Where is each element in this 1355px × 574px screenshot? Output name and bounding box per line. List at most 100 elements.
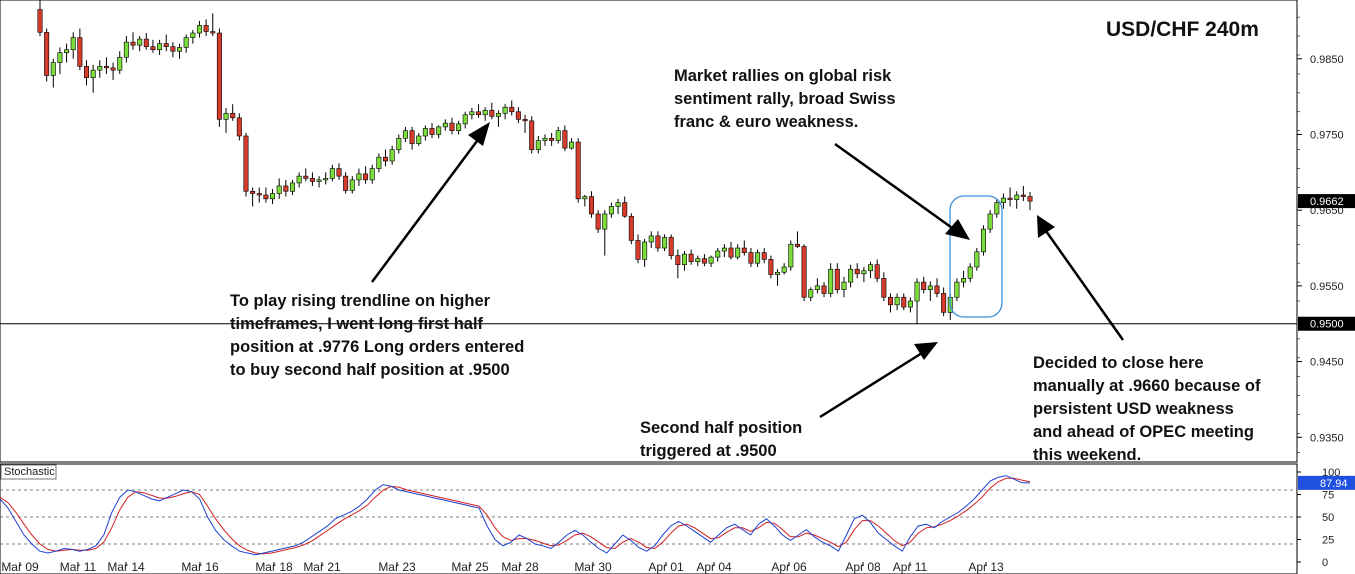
- date-tick-label: Apr 01: [648, 560, 684, 574]
- candle-body: [1000, 197, 1006, 203]
- candle-body: [223, 112, 229, 120]
- candle-body: [316, 179, 322, 182]
- arrow-rally-head: [945, 219, 970, 240]
- candle-body: [588, 196, 594, 215]
- candle-body: [954, 281, 960, 298]
- candle-body: [409, 130, 415, 144]
- date-tick-label: Apr 08: [845, 560, 881, 574]
- arrow-close-head: [1037, 215, 1055, 238]
- stochastic-tick-label: 0: [1322, 557, 1328, 569]
- candle-body: [874, 264, 880, 279]
- candle-body: [323, 178, 329, 181]
- candle-body: [901, 296, 907, 308]
- candle-body: [535, 140, 541, 150]
- candle-body: [974, 251, 980, 268]
- date-tick-label: Apr 13: [968, 560, 1004, 574]
- candle-body: [708, 256, 714, 264]
- candle-body: [781, 266, 787, 273]
- candle-body: [549, 137, 555, 141]
- candle-body: [462, 114, 468, 125]
- stochastic-value-label: 87.94: [1320, 478, 1348, 490]
- candle-body: [84, 66, 90, 79]
- candle-body: [914, 281, 920, 302]
- candle-body: [489, 109, 495, 117]
- candle-body: [110, 67, 116, 71]
- date-tick-label: Mar 16: [181, 560, 219, 574]
- candle-body: [861, 270, 867, 275]
- date-tick-label: Apr 06: [771, 560, 807, 574]
- candle-body: [117, 56, 123, 71]
- candle-body: [449, 122, 455, 131]
- stochastic-d-line: [0, 477, 1031, 555]
- candle-body: [163, 43, 169, 47]
- candle-body: [442, 122, 448, 128]
- candle-body: [216, 32, 222, 120]
- chart-title: USD/CHF 240m: [1106, 18, 1259, 41]
- date-tick-label: Mar 23: [378, 560, 416, 574]
- candle-body: [868, 264, 874, 272]
- price-tick-label: 0.9550: [1310, 281, 1344, 293]
- candle-body: [735, 247, 741, 258]
- candle-body: [994, 202, 1000, 215]
- candle-body: [934, 285, 940, 294]
- level-price-label: 0.9500: [1310, 319, 1344, 331]
- candle-body: [907, 300, 913, 308]
- candle-body: [77, 37, 83, 67]
- annotation-close: Decided to close here manually at .9660 …: [1033, 354, 1261, 464]
- candle-body: [642, 241, 648, 260]
- candle-body: [190, 32, 196, 38]
- price-axis: 0.9850 0.9750 0.9650 0.9550 0.9450 0.9350 0.96…: [1297, 16, 1355, 453]
- date-tick-label: Apr 04: [696, 560, 732, 574]
- date-axis: Mar 09 Mar 11 Mar 14 Mar 16 Mar 18 Mar 21 Mar …: [1, 560, 1004, 574]
- candle-body: [755, 252, 761, 264]
- stochastic-levels: [0, 489, 1297, 545]
- candle-body: [230, 112, 236, 119]
- candle-body: [821, 285, 827, 294]
- price-tick-label: 0.9650: [1310, 205, 1344, 217]
- candle-body: [881, 278, 887, 298]
- candle-body: [283, 185, 289, 192]
- candle-body: [668, 237, 674, 256]
- highlight-box: [949, 195, 1003, 318]
- current-price-box: [1298, 194, 1355, 209]
- candle-body: [150, 46, 156, 50]
- candle-body: [495, 112, 501, 117]
- candle-body: [183, 37, 189, 48]
- candle-body: [276, 185, 282, 194]
- candle-body: [383, 156, 389, 162]
- candle-body: [655, 235, 661, 249]
- candle-body: [608, 206, 614, 215]
- candle-body: [662, 237, 668, 249]
- main-panel-frame: [0, 0, 1298, 463]
- candle-body: [887, 296, 893, 306]
- stochastic-tick-label: 25: [1322, 535, 1334, 547]
- candle-body: [44, 31, 50, 76]
- candle-body: [542, 137, 548, 141]
- candle-body: [562, 130, 568, 149]
- candle-body: [681, 253, 687, 265]
- candle-body: [848, 268, 854, 283]
- candle-body: [196, 25, 202, 34]
- candle-body: [615, 202, 621, 207]
- candle-body: [921, 281, 927, 290]
- price-tick-label: 0.9450: [1310, 357, 1344, 369]
- annotation-arrows: [370, 122, 1125, 419]
- arrow-triggered-head: [914, 342, 938, 360]
- candle-body: [376, 156, 382, 169]
- candle-body: [236, 117, 242, 137]
- candle-body: [369, 168, 375, 181]
- annotation-triggered: Second half position triggered at .9500: [640, 419, 803, 460]
- candle-body: [814, 285, 820, 290]
- candle-body: [143, 38, 149, 47]
- candle-body: [263, 194, 269, 200]
- candle-body: [329, 168, 335, 179]
- date-tick-label: Apr 11: [893, 560, 928, 574]
- candle-body: [622, 202, 628, 217]
- candle-body: [575, 141, 581, 200]
- candle-body: [57, 52, 63, 63]
- date-tick-label: Mar 18: [255, 560, 293, 574]
- candle-body: [210, 31, 216, 34]
- date-tick-label: Mar 30: [574, 560, 612, 574]
